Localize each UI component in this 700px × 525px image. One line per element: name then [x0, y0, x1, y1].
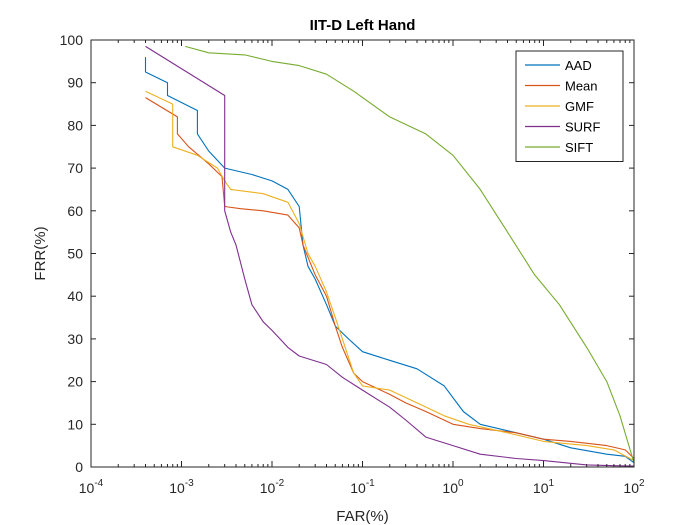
series-line-mean [145, 97, 635, 459]
y-tick-label: 80 [67, 117, 83, 133]
x-tick-label: 10-3 [169, 478, 194, 496]
y-tick-label: 20 [67, 374, 83, 390]
x-tick-label: 10-1 [350, 478, 375, 496]
y-tick-label: 100 [60, 32, 84, 48]
y-tick-label: 40 [67, 288, 83, 304]
chart-title: IIT-D Left Hand [310, 17, 416, 34]
y-tick-label: 60 [67, 203, 83, 219]
legend-label-surf: SURF [565, 120, 600, 135]
y-tick-label: 0 [75, 459, 83, 475]
y-axis-label: FRR(%) [32, 226, 49, 280]
x-axis-label: FAR(%) [336, 508, 389, 525]
legend-label-mean: Mean [565, 79, 598, 94]
y-tick-label: 70 [67, 160, 83, 176]
series-line-sift [185, 45, 635, 463]
x-tick-label: 10-4 [79, 478, 104, 496]
y-tick-label: 50 [67, 246, 83, 262]
series-line-surf [145, 45, 635, 467]
y-tick-label: 10 [67, 416, 83, 432]
x-tick-label: 10-2 [260, 478, 285, 496]
y-tick-label: 30 [67, 331, 83, 347]
legend-label-gmf: GMF [565, 99, 594, 114]
series-layer [144, 45, 635, 467]
x-tick-label: 102 [623, 478, 645, 496]
legend: AAD Mean GMF SURF SIFT [515, 50, 624, 162]
x-tick-label: 100 [442, 478, 464, 496]
series-line-gmf [145, 90, 635, 462]
x-tick-label: 101 [533, 478, 555, 496]
y-tick-label: 90 [67, 75, 83, 91]
legend-label-sift: SIFT [565, 140, 593, 155]
axes-layer: 0 10 20 30 40 50 60 70 80 90 100 10-4 10-3 10-2 10-1 10… [60, 32, 645, 496]
legend-label-aad: AAD [565, 58, 592, 73]
